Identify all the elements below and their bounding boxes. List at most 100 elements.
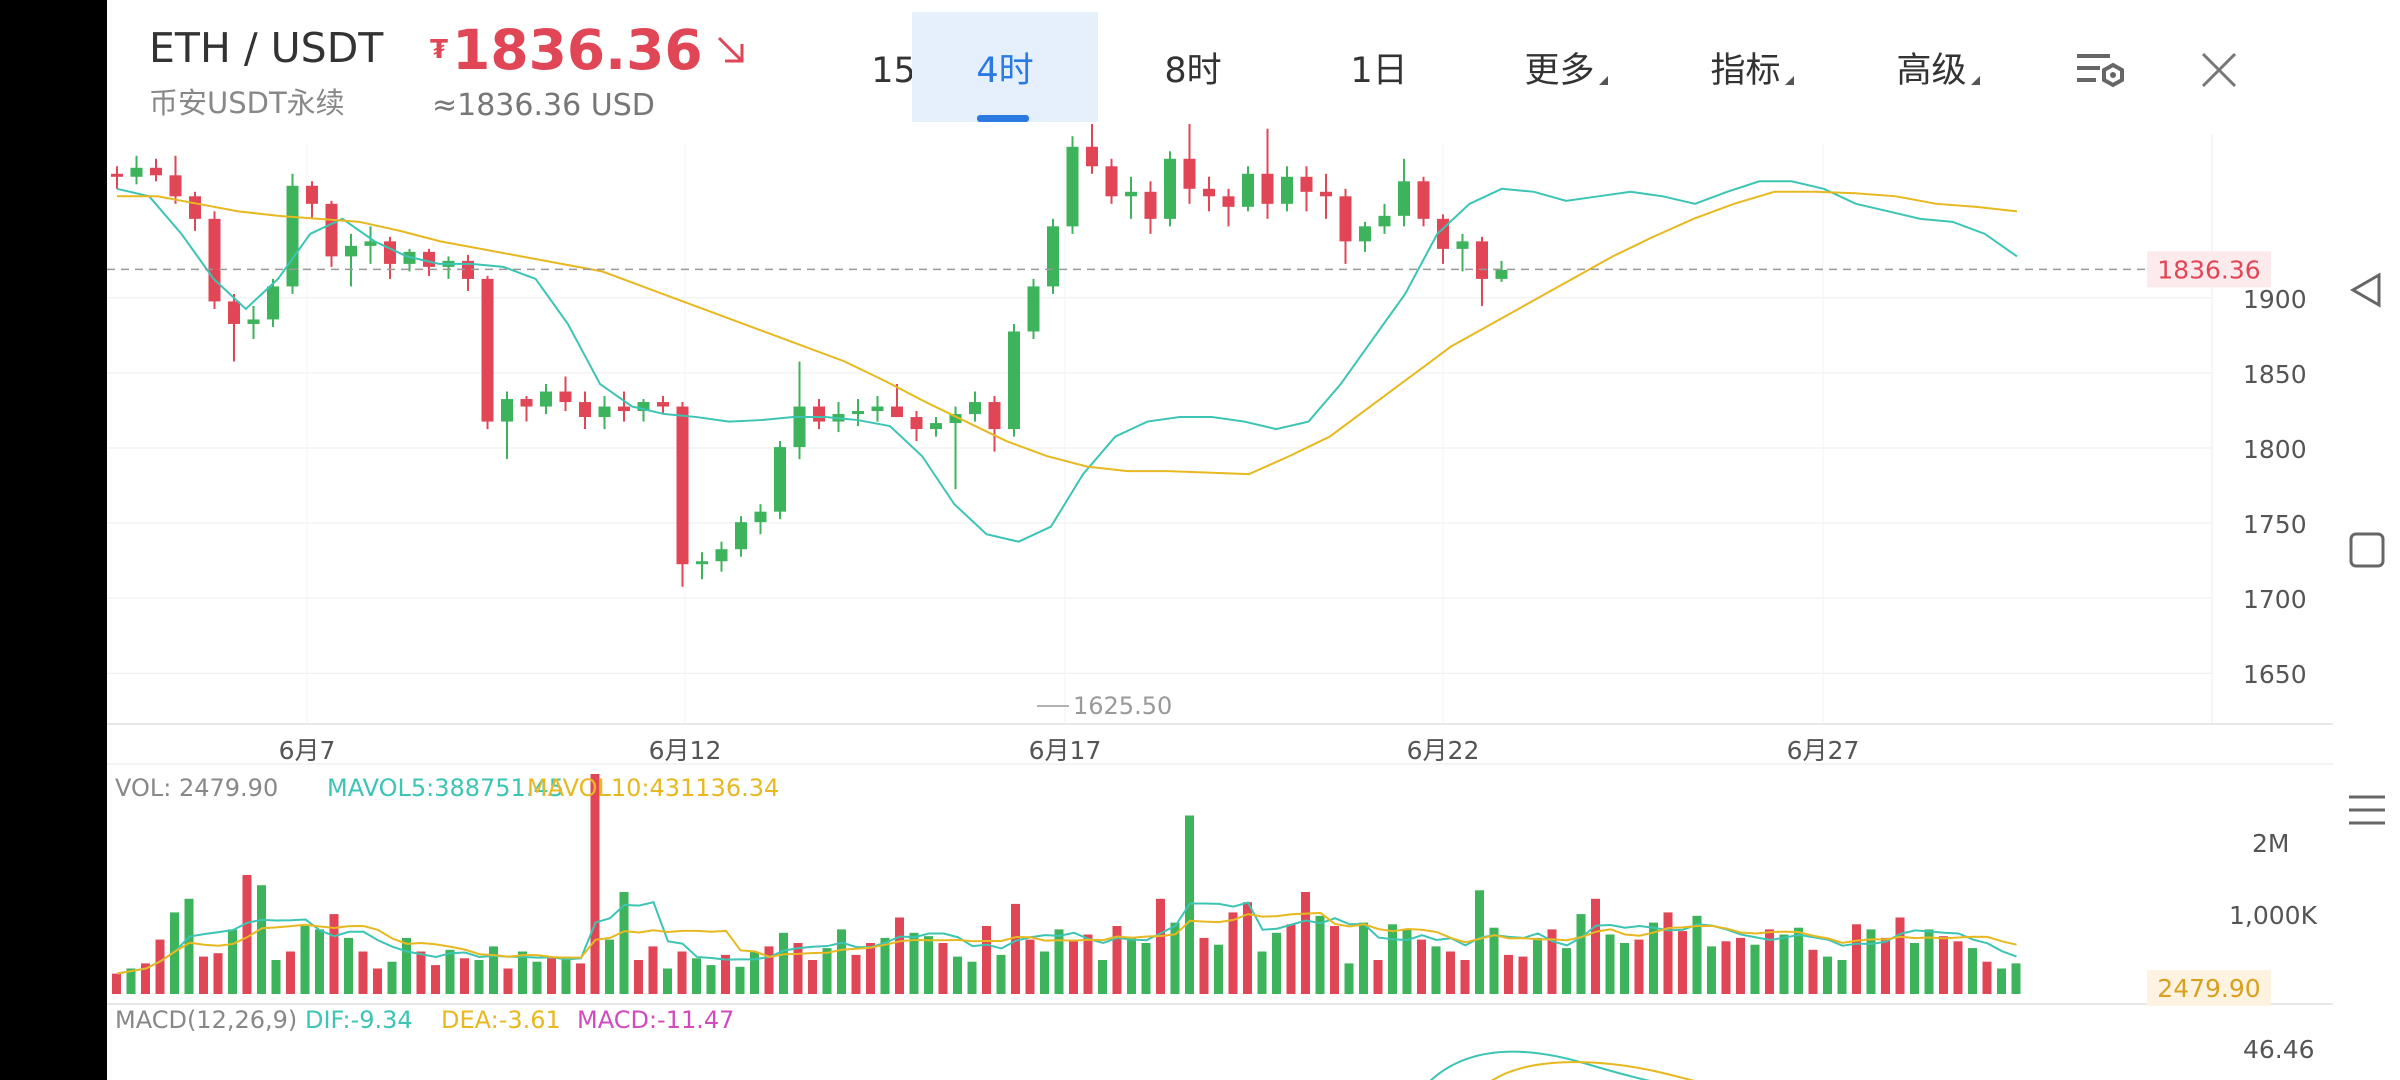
volume-bar <box>489 946 498 994</box>
volume-bar <box>1127 937 1136 994</box>
volume-bar <box>1504 954 1513 994</box>
volume-bar <box>431 965 440 994</box>
candle-body <box>910 417 923 430</box>
candle-body <box>462 260 474 279</box>
volume-bar <box>1794 927 1803 994</box>
volume-bar <box>1750 944 1760 994</box>
volume-bar <box>315 929 324 994</box>
volume-bar <box>286 951 295 994</box>
volume-bar <box>764 946 774 994</box>
candle-body <box>1144 191 1157 219</box>
candle-body <box>1047 226 1059 287</box>
volume-bar <box>1257 951 1267 994</box>
candle-body <box>637 402 650 412</box>
mavol10-label: MAVOL10:431136.34 <box>527 774 779 802</box>
volume-bar <box>663 968 672 994</box>
close-icon[interactable] <box>2189 40 2249 100</box>
home-square-icon[interactable] <box>2333 520 2400 580</box>
candles <box>111 124 1508 587</box>
candle-body <box>793 406 806 448</box>
volume-bar <box>155 939 165 994</box>
candle-body <box>852 411 864 415</box>
tab-more[interactable]: 更多 <box>1473 12 1659 122</box>
candle-body <box>949 414 962 424</box>
volume-bar <box>895 917 904 994</box>
tab-indicators[interactable]: 指标 <box>1659 12 1845 122</box>
volume-bar <box>1910 943 1919 994</box>
volume-bar <box>1373 960 1383 994</box>
down-arrow-icon <box>717 36 744 63</box>
volume-bar <box>619 892 629 994</box>
macd-dea-line <box>1491 1061 1695 1080</box>
volume-bar <box>1359 922 1368 994</box>
tab-advanced[interactable]: 高级 <box>1845 12 2031 122</box>
volume-bar <box>938 943 948 994</box>
candle-body <box>1417 181 1430 219</box>
x-tick-label: 6月12 <box>649 736 722 765</box>
system-nav-bar <box>2333 0 2400 1080</box>
candle-body <box>1261 173 1274 204</box>
volume-bar <box>1968 948 1977 994</box>
candle-body <box>1027 286 1040 332</box>
volume-bar <box>1518 956 1528 994</box>
chart-area[interactable]: 1900 1850 1800 1750 1700 1650 6月7 6月12 6月17 6月22 6… <box>107 124 2333 1080</box>
candle-body <box>1086 146 1098 167</box>
volume-bar <box>344 937 353 994</box>
volume-bar <box>1765 929 1774 994</box>
volume-bar <box>112 973 121 994</box>
ma-long-line <box>117 190 2018 476</box>
macd-dif-line <box>1429 1050 1651 1080</box>
volume-bar <box>590 774 600 994</box>
tab-4h[interactable]: 4时 <box>912 12 1098 122</box>
volume-bar <box>1924 929 1934 994</box>
volume-bar <box>1997 968 2006 994</box>
candle-body <box>1066 146 1079 227</box>
x-tick-label: 6月22 <box>1407 736 1480 765</box>
chart-settings-icon[interactable] <box>2071 40 2131 100</box>
y-tick-label: 1800 <box>2243 435 2307 464</box>
tab-1d[interactable]: 1日 <box>1286 12 1472 122</box>
candle-body <box>306 185 318 204</box>
volume-bar <box>1417 939 1426 994</box>
volume-bar <box>1881 937 1890 994</box>
volume-bar <box>2011 963 2021 994</box>
volume-bar <box>1663 912 1673 994</box>
volume-bar <box>851 954 861 994</box>
volume-bar <box>1533 937 1542 994</box>
last-price: ₮ 1836.36 <box>430 18 751 82</box>
active-tab-indicator <box>977 115 1029 122</box>
volume-bar <box>1315 915 1325 994</box>
candle-body <box>735 522 747 550</box>
vol-y-tick: 2M <box>2252 829 2289 858</box>
macd-dea-label: DEA:-3.61 <box>441 1006 561 1034</box>
candle-body <box>1378 215 1391 227</box>
tab-8h[interactable]: 8时 <box>1100 12 1286 122</box>
volume-bar <box>793 943 803 994</box>
volume-bar <box>126 968 136 994</box>
candle-body <box>969 402 981 415</box>
tab-label: 4时 <box>976 50 1034 91</box>
volume-bar <box>213 953 223 994</box>
tab-label: 1日 <box>1350 50 1408 91</box>
candle-body <box>540 391 552 407</box>
dropdown-triangle-icon <box>1784 75 1794 85</box>
candle-body <box>774 447 786 512</box>
volume-bar <box>387 961 397 994</box>
volume-bar <box>518 951 527 994</box>
volume-bar <box>880 937 890 994</box>
candle-body <box>1105 166 1118 197</box>
volume-bar <box>822 948 832 994</box>
pair-title[interactable]: ETH / USDT <box>149 24 384 72</box>
volume-bar <box>677 951 687 994</box>
macd-title: MACD(12,26,9) <box>115 1006 297 1034</box>
candle-body <box>1359 226 1371 242</box>
x-tick-label: 6月7 <box>279 736 336 765</box>
back-triangle-icon[interactable] <box>2333 260 2400 320</box>
volume-bar <box>257 885 266 994</box>
volume-bar <box>866 943 875 994</box>
volume-bar <box>416 951 426 994</box>
volume-bar <box>1344 963 1354 994</box>
y-tick-label: 1900 <box>2243 285 2307 314</box>
menu-lines-icon[interactable] <box>2333 780 2400 840</box>
chart-app: ETH / USDT 币安USDT永续 ₮ 1836.36 ≈1836.36 U… <box>107 0 2333 1080</box>
